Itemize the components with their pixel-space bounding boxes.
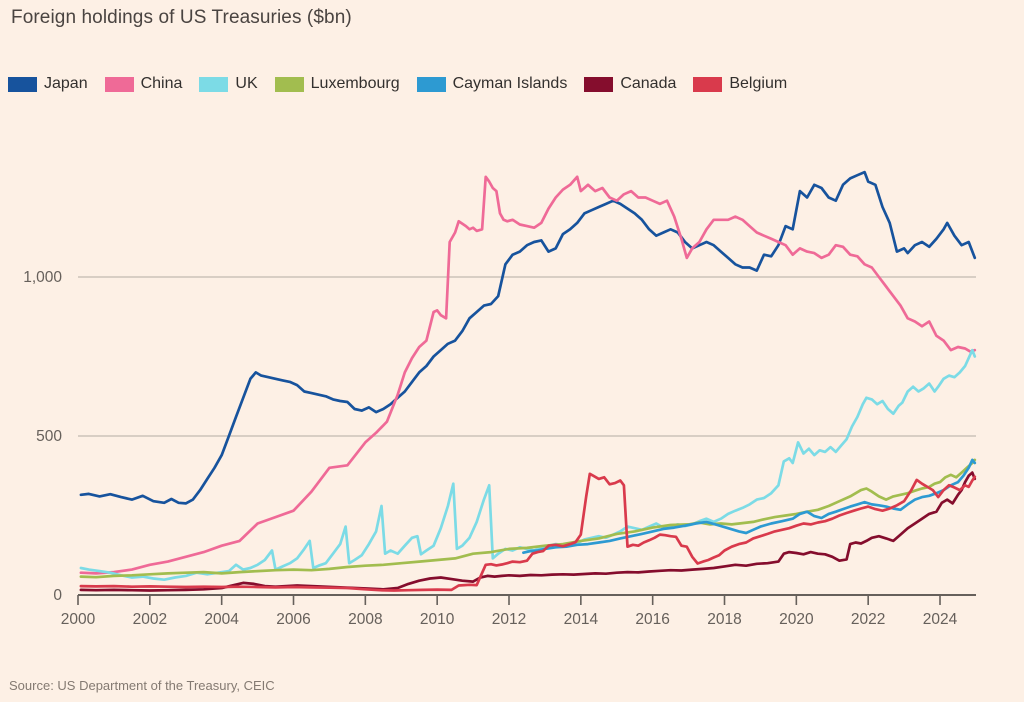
x-tick-label: 2010 (420, 611, 455, 628)
legend-item-cayman-islands: Cayman Islands (416, 75, 568, 93)
x-tick-label: 2002 (133, 611, 167, 628)
legend-swatch-belgium (693, 76, 723, 92)
x-tick-label: 2020 (779, 611, 814, 628)
x-tick-label: 2006 (276, 611, 310, 628)
series-line-cayman-islands (522, 458, 977, 555)
legend-item-canada: Canada (584, 75, 676, 93)
legend-item-japan: Japan (8, 75, 88, 93)
legend-label-japan: Japan (44, 75, 88, 92)
legend-item-china: China (104, 75, 183, 93)
x-tick-label: 2000 (61, 611, 96, 628)
legend-swatch-cayman-islands (416, 76, 446, 92)
legend-swatch-canada (584, 76, 614, 92)
series-line-japan (79, 170, 977, 505)
y-tick-label: 1,000 (23, 269, 62, 286)
legend-swatch-luxembourg (274, 76, 304, 92)
chart-legend: Japan China UK Luxembourg Cayman Islands Cana… (8, 75, 787, 93)
legend-label-belgium: Belgium (729, 75, 788, 92)
x-tick-label: 2014 (564, 611, 599, 628)
x-tick-label: 2018 (707, 611, 741, 628)
source-note: Source: US Department of the Treasury, C… (9, 678, 275, 693)
series-line-canada (79, 471, 977, 592)
x-tick-label: 2024 (923, 611, 958, 628)
x-tick-label: 2008 (348, 611, 382, 628)
y-tick-label: 0 (53, 587, 62, 604)
legend-label-canada: Canada (620, 75, 677, 92)
legend-label-uk: UK (235, 75, 258, 92)
legend-label-china: China (140, 75, 183, 92)
x-tick-label: 2022 (851, 611, 885, 628)
legend-swatch-japan (8, 76, 37, 92)
chart-title: Foreign holdings of US Treasuries ($bn) (11, 7, 352, 28)
y-tick-label: 500 (36, 428, 62, 445)
x-tick-label: 2004 (204, 611, 239, 628)
legend-item-luxembourg: Luxembourg (274, 75, 400, 93)
legend-item-belgium: Belgium (693, 75, 787, 93)
x-tick-label: 2016 (635, 611, 669, 628)
legend-swatch-uk (199, 76, 229, 92)
legend-label-luxembourg: Luxembourg (310, 75, 400, 92)
legend-label-cayman-islands: Cayman Islands (452, 75, 568, 92)
x-tick-label: 2012 (492, 611, 526, 628)
legend-item-uk: UK (199, 75, 258, 93)
series-line-belgium (79, 472, 977, 592)
legend-swatch-china (104, 76, 134, 92)
series-line-china (79, 175, 977, 575)
